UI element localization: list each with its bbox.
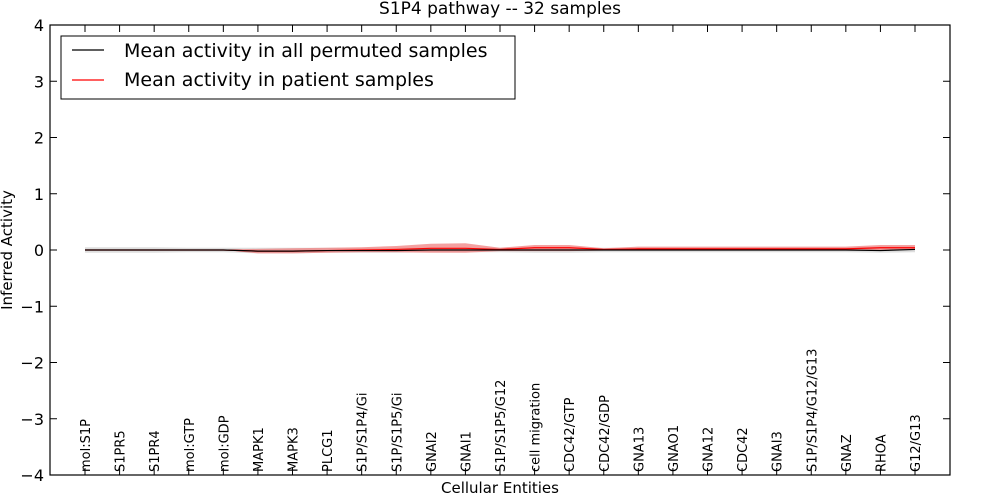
- x-tick-label: GNAO1: [667, 425, 682, 472]
- legend-box: [60, 35, 516, 100]
- y-tick-label: 4: [34, 16, 44, 35]
- x-tick-label: CDC42: [736, 427, 751, 472]
- x-tick-label: MAPK1: [252, 427, 267, 472]
- x-axis-label: Cellular Entities: [441, 479, 559, 497]
- x-axis: mol:S1P S1PR5 S1PR4 mol:GTP mol:GDP MAPK1 MAPK…: [79, 25, 924, 475]
- x-tick-label: MAPK3: [287, 427, 302, 472]
- y-tick-label: −1: [20, 297, 44, 316]
- x-tick-label: GNAZ: [840, 434, 855, 472]
- y-tick-label: −3: [20, 410, 44, 429]
- x-tick-label: S1P/S1P4/Gi: [356, 393, 371, 472]
- x-tick-label: mol:GDP: [217, 415, 232, 472]
- x-tick-label: CDC42/GDP: [598, 395, 613, 472]
- series-lines: [85, 247, 916, 252]
- x-tick-label: CDC42/GTP: [563, 397, 578, 472]
- x-tick-label: G12/G13: [909, 414, 924, 472]
- x-tick-label: cell migration: [529, 383, 544, 472]
- line-permuted-mean: [85, 248, 916, 252]
- x-tick-label: GNA13: [632, 427, 647, 472]
- y-tick-label: 2: [34, 129, 44, 148]
- legend: Mean activity in all permuted samples Me…: [60, 35, 516, 100]
- x-tick-label: S1P/S1P4/G12/G13: [805, 349, 820, 472]
- x-tick-label: PLCG1: [321, 429, 336, 472]
- legend-label-permuted: Mean activity in all permuted samples: [124, 40, 487, 62]
- x-tick-label: GNAI3: [771, 431, 786, 472]
- x-tick-label: GNAI1: [459, 431, 474, 472]
- x-tick-label: RHOA: [874, 434, 889, 472]
- chart-title: S1P4 pathway -- 32 samples: [379, 0, 621, 19]
- legend-label-patient: Mean activity in patient samples: [124, 69, 434, 91]
- x-tick-label: S1P/S1P5/G12: [494, 380, 509, 472]
- y-tick-label: 0: [34, 241, 44, 260]
- y-axis: 4 3 2 1 0 −1 −2 −3 −4: [20, 16, 950, 485]
- x-tick-label: S1PR4: [148, 430, 163, 472]
- x-tick-label: mol:GTP: [183, 418, 198, 472]
- x-tick-label: S1PR5: [114, 430, 129, 472]
- x-tick-label: S1P/S1P5/Gi: [390, 393, 405, 472]
- y-tick-label: −4: [20, 466, 44, 485]
- x-tick-label: GNA12: [702, 427, 717, 472]
- y-tick-label: 3: [34, 72, 44, 91]
- y-tick-label: 1: [34, 185, 44, 204]
- x-tick-label: mol:S1P: [79, 419, 94, 472]
- x-tick-label: GNAI2: [425, 431, 440, 472]
- y-tick-label: −2: [20, 354, 44, 373]
- y-axis-label: Inferred Activity: [0, 190, 16, 310]
